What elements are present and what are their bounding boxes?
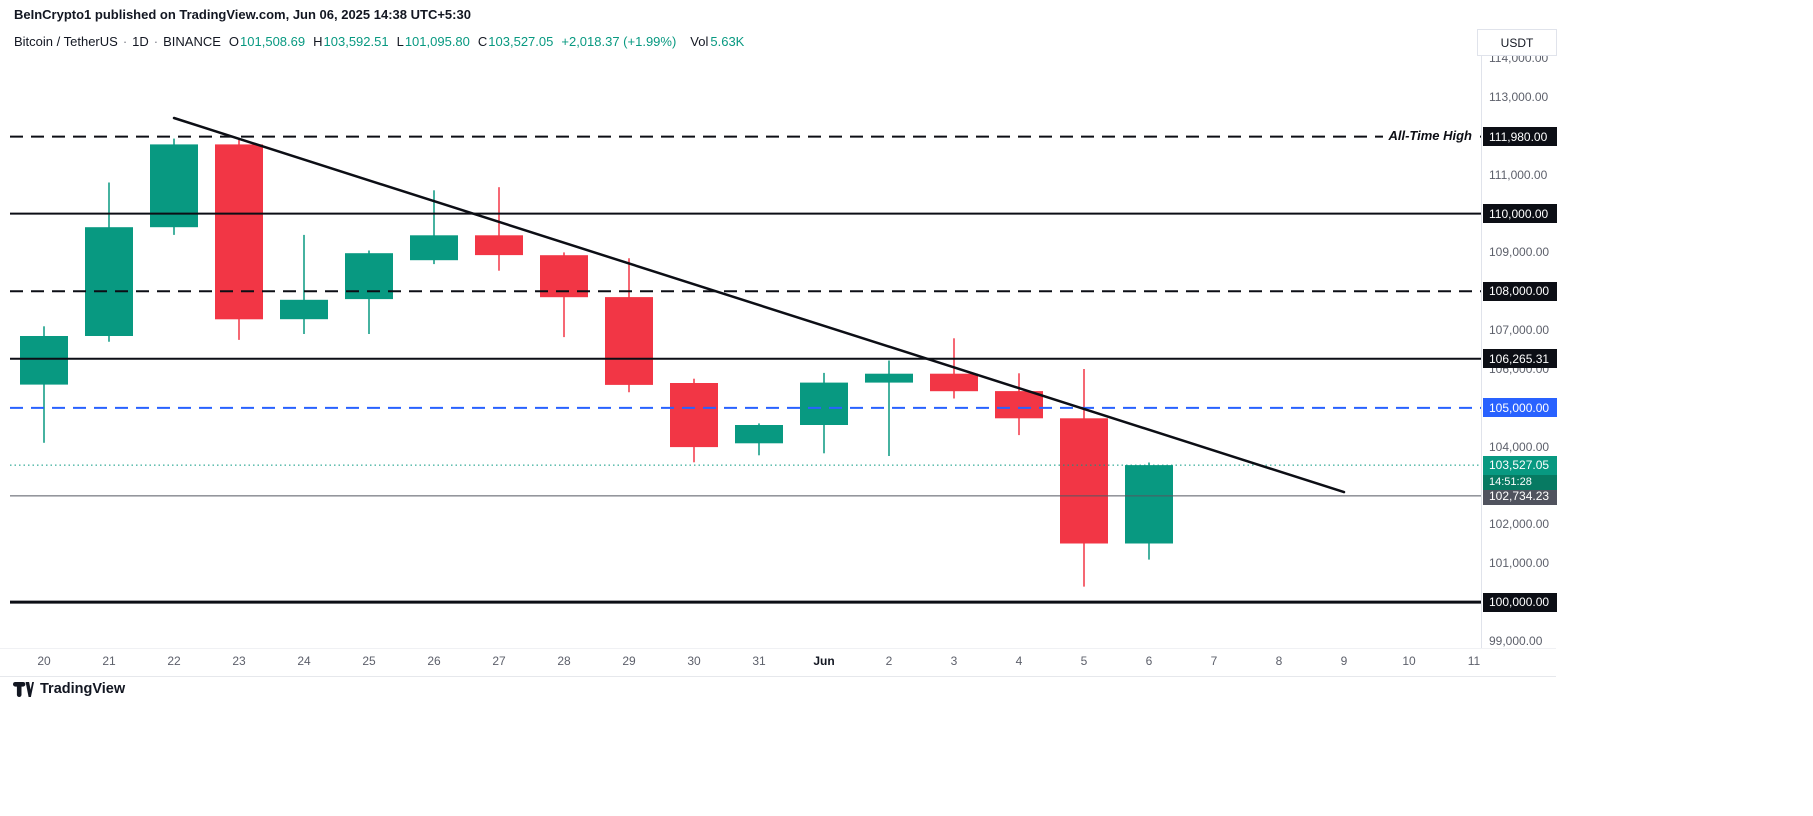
- candle-body: [865, 373, 913, 383]
- price-axis-label: 104,000.00: [1489, 439, 1550, 454]
- date-label: 8: [1275, 654, 1283, 668]
- date-label: 2: [885, 654, 893, 668]
- date-label: 9: [1340, 654, 1348, 668]
- date-label: 25: [362, 654, 376, 668]
- legend-separator: ·: [122, 34, 128, 49]
- date-label: 23: [232, 654, 246, 668]
- date-label: 26: [427, 654, 441, 668]
- candle-body: [85, 227, 133, 336]
- low-label: L: [396, 34, 404, 49]
- open-value: 101,508.69: [240, 34, 306, 49]
- currency-toggle-button[interactable]: USDT: [1477, 29, 1557, 56]
- legend-separator: ·: [153, 34, 159, 49]
- date-label: 4: [1015, 654, 1023, 668]
- date-label: 22: [167, 654, 181, 668]
- date-label: 6: [1145, 654, 1153, 668]
- change-value: +2,018.37 (+1.99%): [561, 34, 677, 49]
- date-label: 20: [37, 654, 51, 668]
- tradingview-logo-icon: [13, 681, 34, 697]
- price-axis-label: 99,000.00: [1489, 634, 1543, 648]
- candle-body: [605, 297, 653, 385]
- price-level-badge: 100,000.00: [1483, 592, 1557, 612]
- candle-body: [410, 235, 458, 261]
- price-axis-label: 107,000.00: [1489, 323, 1550, 338]
- interval-label[interactable]: 1D: [132, 34, 149, 49]
- price-axis-label: 111,000.00: [1489, 167, 1548, 182]
- low-value: 101,095.80: [404, 34, 470, 49]
- candle-body: [475, 235, 523, 256]
- open-label: O: [228, 34, 240, 49]
- candle-body: [735, 425, 783, 444]
- tradingview-logo-text: TradingView: [40, 681, 126, 697]
- tradingview-logo[interactable]: TradingView: [13, 681, 125, 697]
- price-axis[interactable]: 114,000.00 113,000.00 111,000.00 109,000.00…: [1481, 29, 1558, 648]
- date-label: 21: [102, 654, 116, 668]
- chart-legend: Bitcoin / TetherUS · 1D · BINANCE O 101,…: [14, 34, 744, 49]
- high-label: H: [313, 34, 323, 49]
- volume-label: Vol: [690, 34, 709, 49]
- candle-body: [800, 382, 848, 425]
- candle-body: [150, 144, 198, 228]
- date-label: 28: [557, 654, 571, 668]
- candle-body: [20, 336, 68, 385]
- candle-body: [930, 373, 978, 392]
- last-price-badge: 103,527.05: [1483, 455, 1557, 475]
- time-axis[interactable]: 20 21 22 23 24 25 26 27 28 29 30 31 Jun 2 3 4 5 6 7 8 9 10 11: [0, 648, 1556, 677]
- candlestick-chart: [10, 116, 1481, 604]
- price-axis-label: 113,000.00: [1489, 90, 1549, 104]
- price-level-badge: 106,265.31: [1483, 349, 1557, 369]
- candle-body: [280, 299, 328, 320]
- candle-body: [540, 255, 588, 298]
- close-label: C: [477, 34, 488, 49]
- date-label: 27: [492, 654, 506, 668]
- candle-body: [1060, 418, 1108, 544]
- symbol-title[interactable]: Bitcoin / TetherUS: [14, 34, 118, 49]
- date-label: 5: [1080, 654, 1088, 668]
- date-label: 11: [1467, 654, 1481, 668]
- date-label: 24: [297, 654, 311, 668]
- price-level-badge: 110,000.00: [1483, 204, 1557, 224]
- candle-body: [215, 144, 263, 320]
- candle-body: [1125, 465, 1173, 544]
- price-axis-label: 109,000.00: [1489, 245, 1550, 260]
- date-label: Jun: [813, 654, 835, 668]
- price-axis-label: 101,000.00: [1489, 556, 1550, 571]
- date-label: 31: [752, 654, 766, 668]
- all-time-high-label: All-Time High: [1383, 127, 1477, 145]
- date-label: 3: [950, 654, 958, 668]
- price-axis-label: 102,000.00: [1489, 517, 1550, 532]
- descending-trendline: [172, 116, 1346, 494]
- candle-body: [995, 391, 1043, 419]
- date-label: 30: [687, 654, 701, 668]
- close-value: 103,527.05: [488, 34, 554, 49]
- high-value: 103,592.51: [323, 34, 389, 49]
- price-level-badge: 108,000.00: [1483, 281, 1557, 301]
- price-level-badge: 111,980.00: [1483, 127, 1557, 147]
- attribution-text: BeInCrypto1 published on TradingView.com…: [14, 7, 471, 22]
- price-level-badge: 102,734.23: [1483, 486, 1557, 506]
- countdown-badge: 14:51:28: [1483, 474, 1557, 490]
- date-label: 7: [1210, 654, 1218, 668]
- date-label: 10: [1402, 654, 1416, 668]
- exchange-label: BINANCE: [163, 34, 221, 49]
- volume-value: 5.63K: [710, 34, 745, 49]
- chart-plot-area[interactable]: [0, 0, 1560, 705]
- candle-body: [670, 383, 718, 448]
- date-label: 29: [622, 654, 636, 668]
- footer-separator: [0, 676, 1556, 677]
- price-level-badge: 105,000.00: [1483, 398, 1557, 418]
